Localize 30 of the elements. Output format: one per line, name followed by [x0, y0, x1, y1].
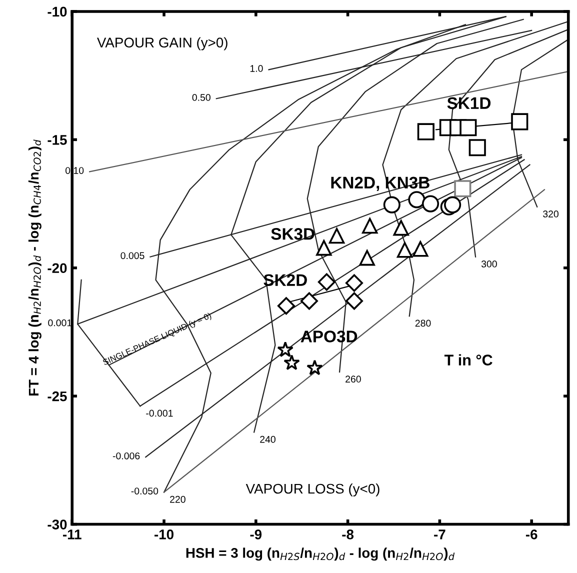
x-tick-label: -10 — [154, 530, 174, 540]
y-tick-label: -25 — [48, 391, 67, 402]
annotation: 300 — [481, 260, 497, 268]
annotation: 0.001 — [48, 319, 72, 326]
annotation: 320 — [543, 210, 558, 218]
annotation: 240 — [260, 436, 276, 443]
annotation: -0.050 — [131, 488, 158, 494]
annotation: -0.006 — [112, 452, 140, 460]
text: HSH = 3 log (n$_{H2S}$/n$_{H2O}$)$_{d}$ - log (n$_{H2}$/n$_{H2O}$)$_{d}$ — [186, 548, 455, 561]
annotation: 0.005 — [120, 252, 144, 260]
annotation: 260 — [346, 376, 361, 383]
annotation: VAPOUR GAIN (y>0) — [96, 37, 228, 50]
annotation: VAPOUR LOSS (y<0) — [246, 483, 380, 496]
y-tick-label: -15 — [48, 135, 67, 145]
annotation: SK3D — [271, 228, 314, 240]
x-tick-label: -7 — [434, 530, 446, 540]
y-tick-label: -10 — [48, 6, 67, 17]
x-tick-label: -8 — [342, 530, 354, 540]
annotation: 280 — [415, 320, 431, 327]
annotation: 220 — [170, 496, 186, 503]
y-tick-label: -20 — [48, 263, 67, 274]
annotation: -0.001 — [146, 410, 173, 417]
text: FT = 4 log (n$_{H2}$/n$_{H2O}$)$_{d}$ - log (n$_{CH4}$/n$_{CO2}$)$_{d}$ — [28, 140, 42, 396]
annotation: 0.50 — [192, 94, 210, 101]
x-tick-label: -9 — [250, 530, 262, 540]
annotation: 1.0 — [250, 65, 263, 72]
annotation: T in °C — [444, 354, 492, 366]
x-tick-label: -6 — [526, 530, 538, 540]
x-tick-label: -11 — [63, 530, 82, 540]
y-tick-label: -30 — [48, 520, 67, 530]
